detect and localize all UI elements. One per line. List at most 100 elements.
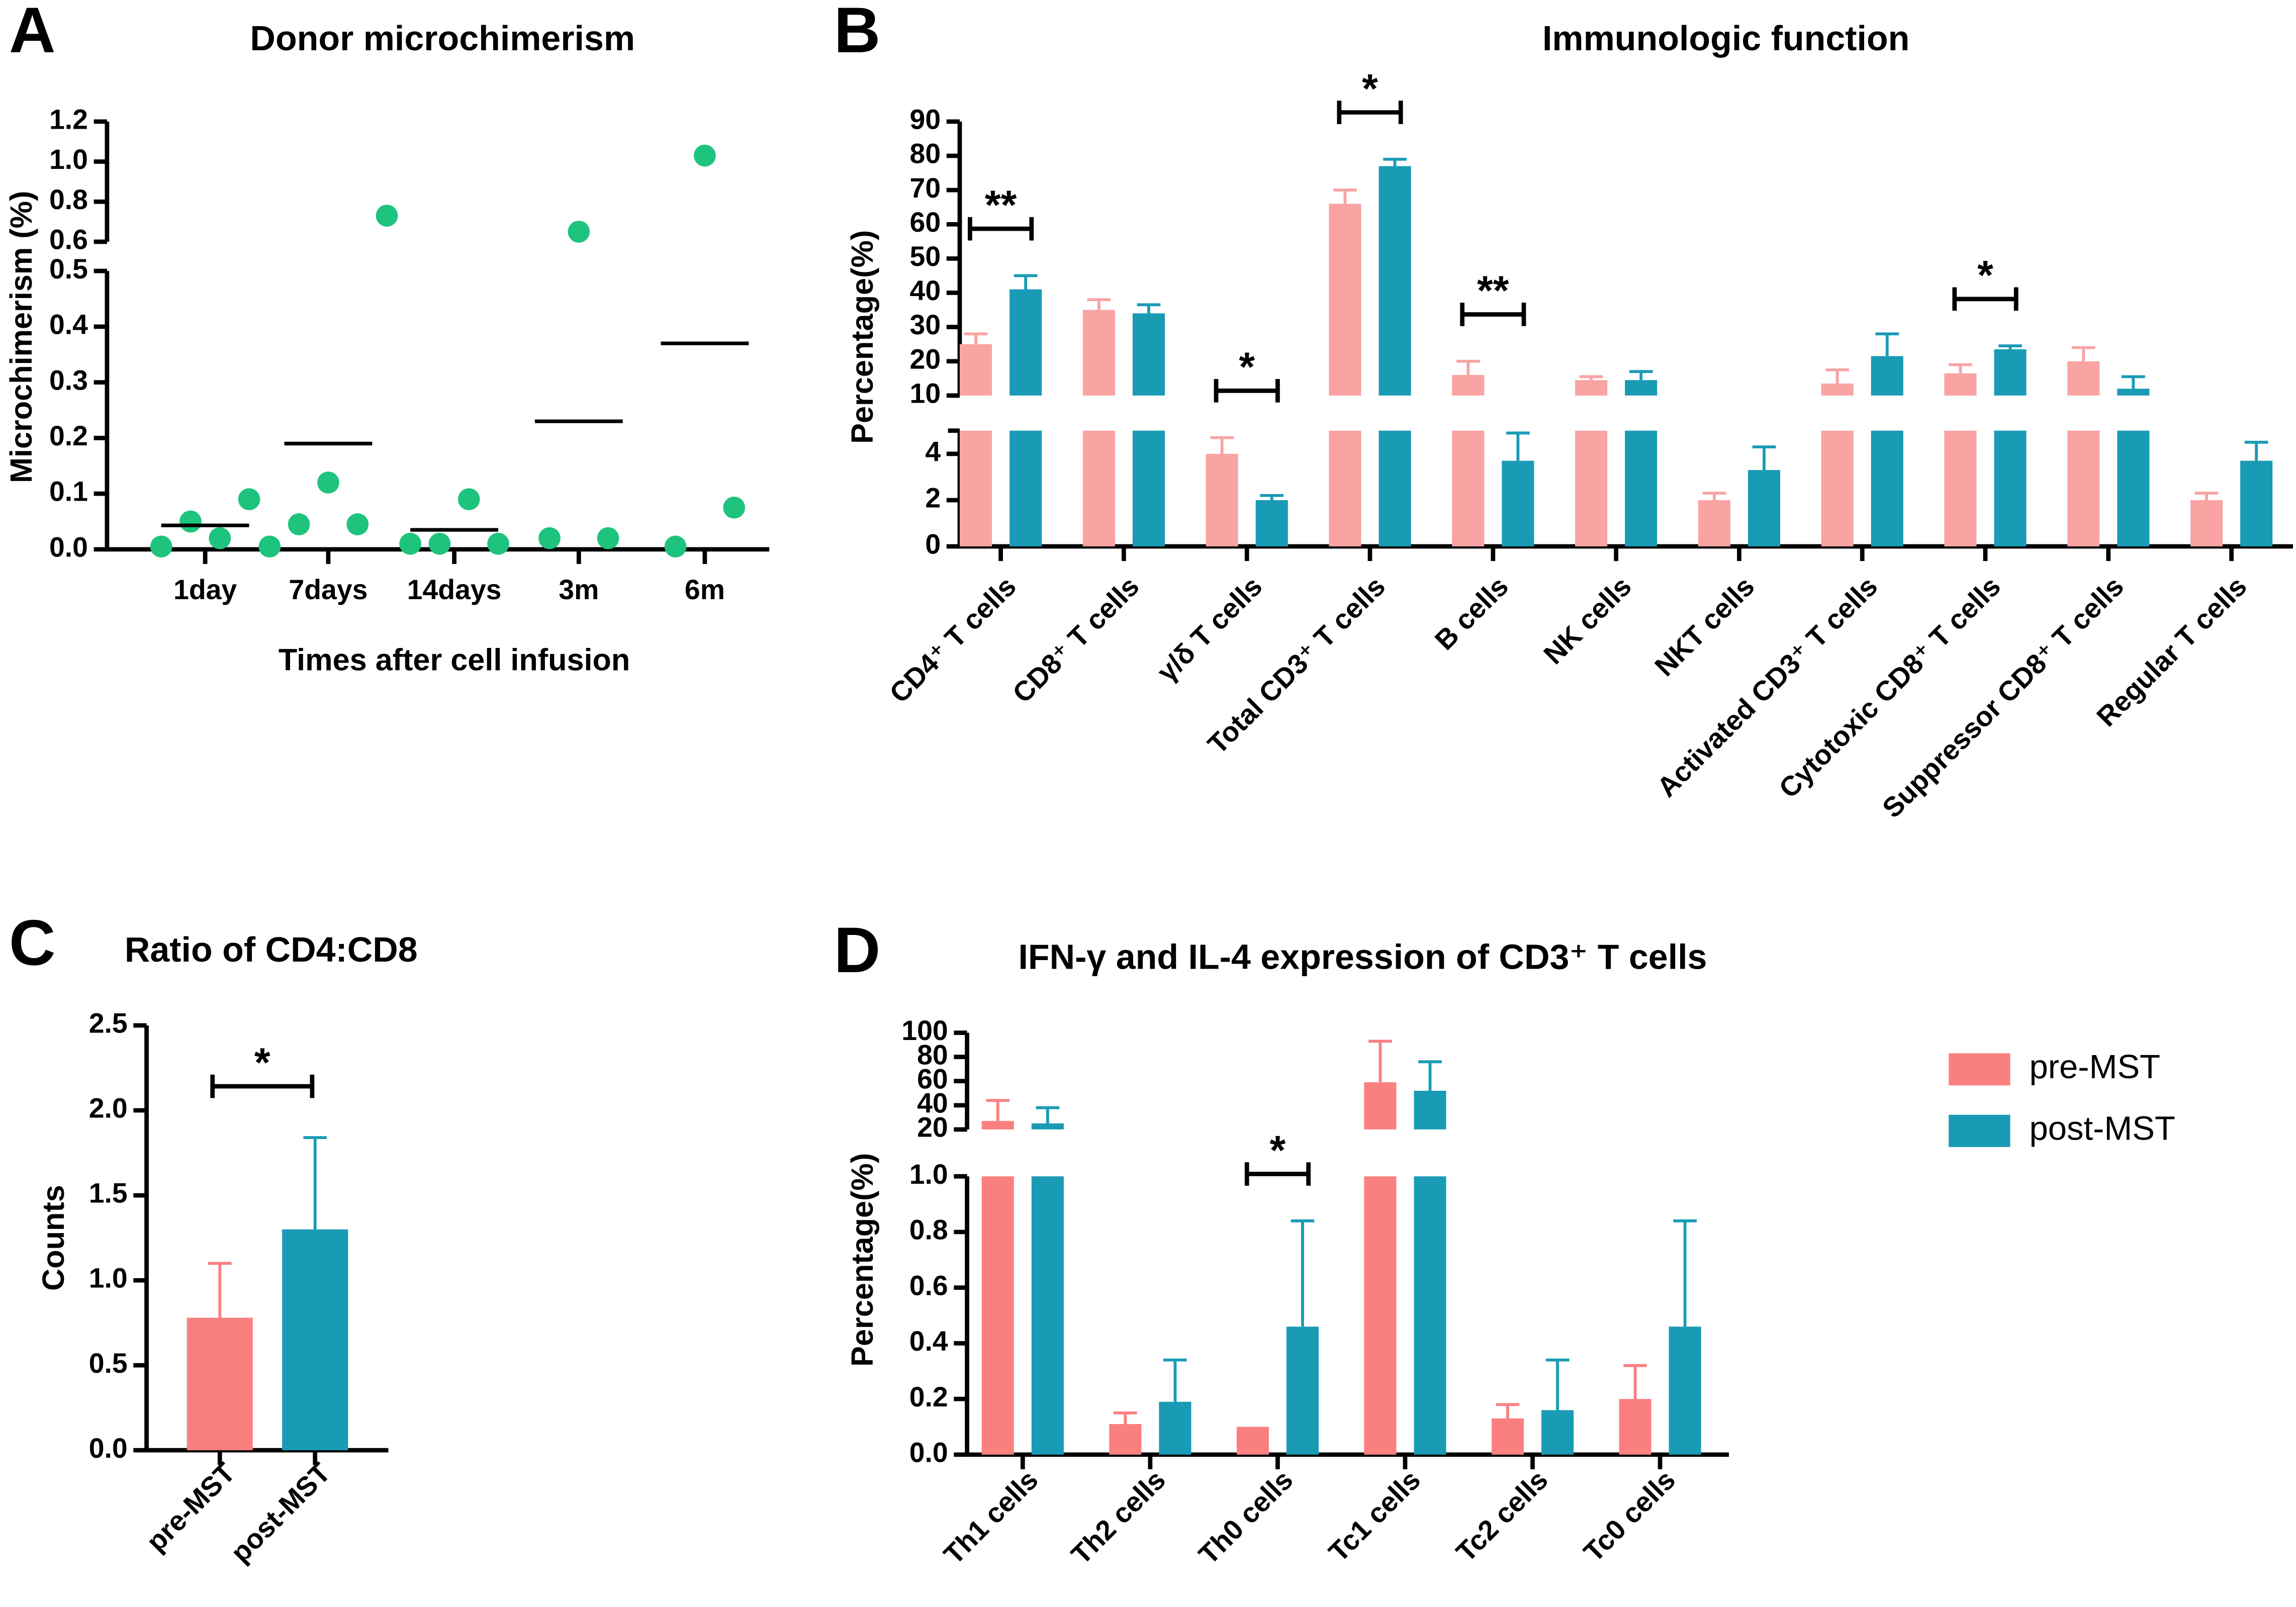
error-bar	[2244, 440, 2268, 461]
panel-letter: C	[9, 907, 56, 979]
bar	[1452, 374, 1485, 547]
error-bar	[986, 1099, 1010, 1121]
panel-letter: A	[9, 0, 56, 66]
point	[538, 527, 561, 549]
bar	[1414, 1090, 1446, 1455]
error-bar	[1333, 188, 1357, 204]
x-tick-label: Activated CD3⁺ T cells	[1651, 571, 1884, 803]
point	[288, 513, 310, 535]
y-tick-label: 40	[910, 275, 941, 306]
bar	[1236, 1427, 1269, 1455]
significance-bracket	[1337, 101, 1403, 124]
bar	[1502, 460, 1534, 547]
bar	[1871, 356, 1903, 547]
error-bar	[1875, 332, 1899, 356]
significance-label: *	[254, 1040, 270, 1086]
error-bar	[303, 1136, 327, 1230]
y-tick-label: 1.2	[49, 104, 88, 135]
error-bar	[1383, 157, 1407, 166]
error-bar	[1456, 359, 1480, 375]
significance-bracket	[1214, 379, 1280, 403]
x-tick-label: Tc2 cells	[1450, 1464, 1553, 1568]
error-bar	[1260, 494, 1284, 500]
bar	[1364, 1082, 1397, 1455]
bar	[1575, 380, 1608, 547]
bar	[1255, 500, 1288, 547]
chart-title: Donor microchimerism	[250, 19, 635, 58]
chart-title: IFN-γ and IL-4 expression of CD3⁺ T cell…	[1018, 937, 1707, 976]
legend-swatch	[1949, 1053, 2010, 1086]
point	[209, 527, 231, 549]
bar	[2067, 361, 2100, 547]
point	[664, 535, 687, 558]
x-tick-label: Th2 cells	[1065, 1464, 1171, 1570]
y-tick-label: 0.1	[49, 476, 88, 507]
error-bar	[1629, 370, 1653, 381]
point	[258, 535, 281, 558]
x-tick-label: CD4⁺ T cells	[883, 571, 1022, 709]
significance-label: *	[1362, 66, 1378, 112]
significance-label: *	[1270, 1127, 1286, 1173]
bar	[1009, 289, 1042, 547]
significance-bracket	[1244, 1162, 1311, 1186]
x-tick-label: 3m	[559, 574, 599, 605]
error-bar	[1291, 1219, 1315, 1327]
y-tick-label: 30	[910, 309, 941, 340]
y-tick-label: 0.2	[49, 420, 88, 451]
bar	[1031, 1123, 1064, 1455]
point	[428, 532, 451, 555]
significance-bracket	[1952, 287, 2018, 311]
significance-label: *	[1977, 253, 1993, 299]
bar	[1082, 310, 1115, 547]
x-tick-label: Th0 cells	[1192, 1464, 1299, 1570]
error-bar	[1114, 1411, 1137, 1425]
y-tick-label: 1.5	[89, 1178, 128, 1209]
y-tick-label: 10	[910, 377, 941, 409]
error-bar	[208, 1262, 232, 1318]
x-tick-label: Cytotoxic CD8⁺ T cells	[1773, 571, 2006, 804]
bar	[1821, 384, 1854, 547]
bar	[187, 1317, 253, 1451]
x-tick-label: 1day	[173, 574, 237, 605]
y-tick-label: 0.0	[49, 531, 88, 562]
significance-label: **	[1477, 268, 1509, 314]
point	[694, 144, 716, 167]
point	[238, 488, 260, 511]
chart-title: Immunologic function	[1542, 19, 1909, 58]
point	[457, 488, 480, 511]
significance-bracket	[968, 217, 1034, 241]
bar	[1109, 1424, 1142, 1455]
y-axis-label: Percentage(%)	[845, 1153, 879, 1367]
y-tick-label: 0.8	[909, 1214, 948, 1246]
error-bar	[1545, 1358, 1570, 1410]
x-tick-label: Tc1 cells	[1323, 1464, 1426, 1568]
point	[179, 510, 202, 533]
y-tick-label: 0.4	[909, 1326, 948, 1357]
error-bar	[1368, 1039, 1392, 1083]
bar	[2190, 500, 2223, 547]
y-tick-label: 2.5	[89, 1008, 128, 1039]
y-tick-label: 0.0	[909, 1437, 948, 1468]
error-bar	[1014, 274, 1038, 290]
error-bar	[1496, 1403, 1520, 1419]
y-tick-label: 0.6	[49, 224, 88, 255]
x-axis-label: Times after cell infusion	[279, 642, 630, 677]
x-tick-label: Suppressor CD8⁺ T cells	[1876, 571, 2130, 824]
y-tick-label: 0.5	[49, 253, 88, 285]
error-bar	[964, 332, 988, 344]
y-tick-label: 0.0	[89, 1433, 128, 1464]
bar	[981, 1121, 1014, 1455]
error-bar	[2071, 346, 2095, 361]
error-bar	[1506, 431, 1530, 461]
bar	[960, 344, 992, 547]
y-tick-label: 0.2	[909, 1381, 948, 1412]
y-tick-label: 80	[910, 138, 941, 169]
bar	[1619, 1399, 1651, 1455]
error-bar	[1752, 445, 1776, 470]
error-bar	[1087, 298, 1111, 310]
error-bar	[2194, 492, 2219, 500]
error-bar	[1418, 1060, 1442, 1091]
bar	[1944, 373, 1977, 547]
error-bar	[1036, 1106, 1060, 1123]
bar	[1286, 1327, 1319, 1455]
